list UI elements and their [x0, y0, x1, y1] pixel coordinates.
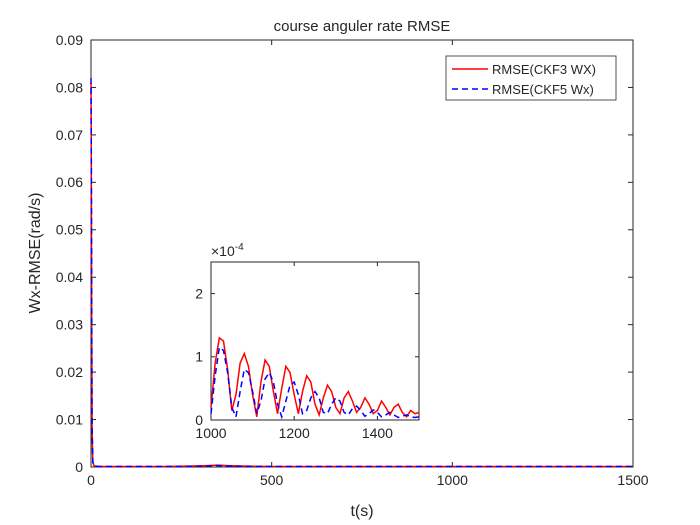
main-x-tick-label: 1500 — [617, 472, 648, 488]
inset-x-tick-label: 1000 — [195, 425, 226, 441]
inset-y-tick-label: 1 — [195, 349, 203, 365]
main-y-tick-label: 0.03 — [56, 317, 83, 333]
x-axis-label: t(s) — [350, 503, 373, 520]
main-y-tick-label: 0.05 — [56, 222, 83, 238]
inset-y-exponent: ×10-4 — [211, 242, 244, 259]
inset-y-exponent-value: -4 — [235, 242, 244, 253]
main-y-tick-label: 0.01 — [56, 411, 83, 427]
legend-label-ckf5: RMSE(CKF5 Wx) — [492, 82, 594, 97]
inset-y-tick-label: 0 — [195, 412, 203, 428]
inset-series-line-2 — [210, 345, 420, 420]
main-axes: 0 500 1000 1500 0 0.01 0.02 0.03 0.04 0.05 0.06 0.0… — [56, 32, 649, 488]
main-y-tick-label: 0.09 — [56, 32, 83, 48]
main-y-tick-label: 0.06 — [56, 174, 83, 190]
legend-box — [445, 55, 617, 101]
main-y-tick-label: 0 — [75, 459, 83, 475]
legend: RMSE(CKF3 WX) RMSE(CKF5 Wx) — [445, 55, 617, 101]
inset-plot-frame — [210, 261, 420, 421]
main-x-tick-label: 1000 — [437, 472, 468, 488]
inset-x-tick-label: 1200 — [279, 425, 310, 441]
main-y-tick-label: 0.04 — [56, 269, 83, 285]
inset-series-line-1 — [210, 336, 420, 419]
legend-label-ckf3: RMSE(CKF3 WX) — [492, 62, 596, 77]
inset-series-layer — [210, 336, 420, 420]
main-x-tick-label: 0 — [87, 472, 95, 488]
inset-axes: 1000 1200 1400 0 1 2 — [195, 262, 419, 441]
inset-y-tick-label: 2 — [195, 286, 203, 302]
chart-title: course anguler rate RMSE — [274, 18, 451, 35]
y-axis-label: Wx-RMSE(rad/s) — [27, 193, 44, 314]
inset-chart: 1000 1200 1400 0 1 2 ×10-4 — [195, 242, 420, 441]
main-series-layer — [90, 77, 633, 468]
main-x-tick-label: 500 — [260, 472, 284, 488]
inset-x-tick-label: 1400 — [362, 425, 393, 441]
main-y-tick-label: 0.07 — [56, 127, 83, 143]
inset-y-multiplier: ×10 — [211, 243, 235, 259]
main-y-tick-label: 0.02 — [56, 364, 83, 380]
main-series-line-2 — [90, 77, 633, 468]
main-y-tick-label: 0.08 — [56, 79, 83, 95]
